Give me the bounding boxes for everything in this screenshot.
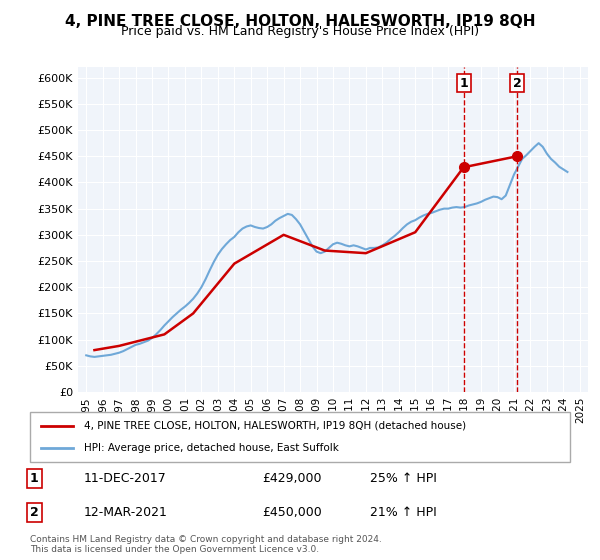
Text: Price paid vs. HM Land Registry's House Price Index (HPI): Price paid vs. HM Land Registry's House … [121,25,479,38]
Text: £450,000: £450,000 [262,506,322,519]
Text: 2: 2 [513,77,521,90]
Text: 2: 2 [30,506,39,519]
Text: 12-MAR-2021: 12-MAR-2021 [84,506,168,519]
Text: 4, PINE TREE CLOSE, HOLTON, HALESWORTH, IP19 8QH (detached house): 4, PINE TREE CLOSE, HOLTON, HALESWORTH, … [84,421,466,431]
Text: Contains HM Land Registry data © Crown copyright and database right 2024.
This d: Contains HM Land Registry data © Crown c… [30,535,382,554]
Text: 21% ↑ HPI: 21% ↑ HPI [370,506,437,519]
FancyBboxPatch shape [30,412,570,462]
Text: £429,000: £429,000 [262,472,322,485]
Text: 1: 1 [30,472,39,485]
Text: 25% ↑ HPI: 25% ↑ HPI [370,472,437,485]
Text: 11-DEC-2017: 11-DEC-2017 [84,472,167,485]
Text: 1: 1 [459,77,468,90]
Text: 4, PINE TREE CLOSE, HOLTON, HALESWORTH, IP19 8QH: 4, PINE TREE CLOSE, HOLTON, HALESWORTH, … [65,14,535,29]
Text: HPI: Average price, detached house, East Suffolk: HPI: Average price, detached house, East… [84,443,339,453]
